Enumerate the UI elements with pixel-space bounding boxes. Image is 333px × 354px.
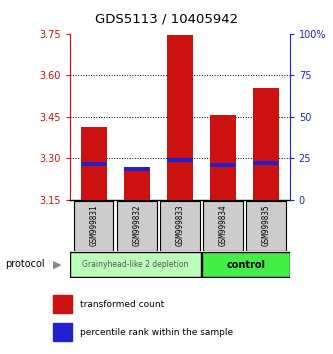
Text: Grainyhead-like 2 depletion: Grainyhead-like 2 depletion [83,260,189,269]
Bar [81,162,107,166]
Bar [167,158,193,162]
Text: transformed count: transformed count [80,299,164,309]
Bar [53,323,72,341]
FancyBboxPatch shape [160,200,200,251]
Bar [210,115,236,200]
Text: GSM999835: GSM999835 [261,205,270,246]
Text: GSM999832: GSM999832 [132,205,141,246]
FancyBboxPatch shape [70,252,201,277]
FancyBboxPatch shape [117,200,157,251]
Bar [253,161,279,165]
Text: GSM999831: GSM999831 [89,205,98,246]
FancyBboxPatch shape [246,200,286,251]
Bar [53,295,72,313]
Bar [210,163,236,167]
Bar [124,167,150,171]
Text: control: control [226,259,265,270]
Bar [253,88,279,200]
Bar [167,35,193,200]
Bar [81,126,107,200]
Text: GSM999833: GSM999833 [175,205,184,246]
Text: protocol: protocol [5,259,45,269]
Text: GDS5113 / 10405942: GDS5113 / 10405942 [95,12,238,25]
Text: ▶: ▶ [53,259,62,269]
FancyBboxPatch shape [74,200,114,251]
Text: percentile rank within the sample: percentile rank within the sample [80,327,233,337]
FancyBboxPatch shape [202,252,290,277]
Text: GSM999834: GSM999834 [218,205,227,246]
FancyBboxPatch shape [203,200,243,251]
Bar [124,167,150,200]
